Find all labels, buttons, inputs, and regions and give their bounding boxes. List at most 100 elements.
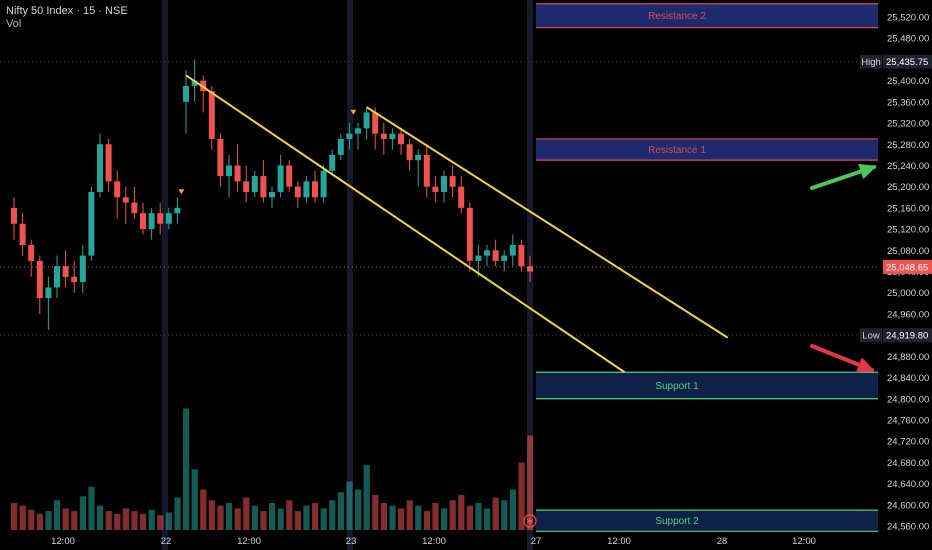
volume-bar — [243, 497, 250, 530]
volume-bar — [320, 508, 327, 530]
volume-bar — [97, 505, 104, 530]
candle-body — [329, 154, 336, 171]
volume-bar — [122, 508, 129, 530]
support-zone: Support 1 — [536, 371, 878, 400]
volume-bar — [415, 505, 422, 530]
candle-body — [260, 176, 267, 198]
candle-body — [475, 255, 482, 261]
candle-body — [105, 144, 112, 182]
volume-bar — [251, 505, 258, 530]
volume-bar — [191, 469, 198, 530]
volume-bar — [398, 508, 405, 530]
price-tag-low: Low 24,919.80 — [860, 328, 932, 343]
volume-bar — [337, 492, 344, 530]
candle-body — [337, 138, 344, 155]
candle-body — [157, 213, 164, 224]
last-price-tag: 25,048.65 — [883, 259, 932, 274]
bearish-arrow — [810, 344, 875, 373]
time-tick: 12:00 — [792, 536, 816, 547]
volume-bar — [131, 511, 138, 530]
volume-bar — [105, 511, 112, 530]
candle-body — [466, 207, 473, 261]
support-zone: Support 2 — [536, 509, 878, 532]
candle-body — [269, 191, 275, 198]
time-tick: 12:00 — [422, 536, 446, 547]
price-tick: 24,640.00 — [887, 479, 929, 490]
time-tick: 23 — [346, 536, 357, 547]
zone-box — [536, 372, 878, 399]
volume-bar — [458, 494, 465, 530]
candle-body — [79, 255, 86, 283]
channel-upper-line — [366, 106, 729, 339]
candle-body — [363, 112, 370, 129]
candle-body — [28, 244, 35, 261]
price-tick: 25,160.00 — [887, 203, 929, 214]
volume-bar — [54, 500, 61, 530]
candle-body — [54, 266, 60, 288]
volume-bar — [527, 435, 534, 530]
volume-bar — [277, 508, 284, 530]
candle-body — [226, 165, 232, 177]
candle-body — [148, 213, 155, 230]
volume-bar — [62, 508, 69, 530]
volume-bar — [475, 503, 482, 530]
candle-body — [484, 250, 490, 256]
price-tick: 24,960.00 — [887, 309, 929, 320]
candle-body — [372, 112, 379, 134]
volume-bar — [406, 500, 413, 530]
price-tick: 24,840.00 — [887, 373, 929, 384]
tag-value: 25,048.65 — [886, 262, 928, 273]
candle-body — [131, 202, 138, 214]
candle-body — [251, 176, 258, 192]
candle-body — [88, 191, 95, 256]
volume-bar — [269, 503, 276, 530]
candle-body — [398, 133, 404, 145]
event-marker — [350, 109, 357, 115]
price-tick: 25,520.00 — [887, 13, 929, 24]
volume-bar — [208, 500, 215, 530]
price-tick: 25,120.00 — [887, 225, 929, 236]
price-tick: 24,600.00 — [887, 500, 929, 511]
candle-body — [36, 260, 43, 299]
price-tick: 25,080.00 — [887, 246, 929, 257]
candle-body — [114, 181, 121, 198]
volume-bar — [441, 508, 448, 530]
candle-body — [140, 213, 146, 230]
candle-body — [406, 144, 413, 161]
volume-bar — [36, 513, 43, 530]
price-tag-high: High 25,435.75 — [860, 54, 932, 69]
candle-body — [191, 80, 198, 86]
volume-bar — [226, 503, 233, 530]
session-band — [162, 0, 168, 550]
tag-value-box — [883, 259, 932, 274]
volume-bar — [329, 500, 336, 530]
candle-body — [243, 181, 250, 192]
volume-bar — [79, 496, 86, 530]
volume-bar — [88, 486, 95, 530]
zone-box — [536, 510, 878, 532]
volume-bar — [174, 497, 181, 530]
candle-body — [45, 287, 52, 299]
price-tick: 25,480.00 — [887, 34, 929, 45]
candle-body — [449, 176, 456, 187]
tag-label-box — [860, 328, 882, 343]
time-tick: 12:00 — [237, 536, 261, 547]
volume-bar — [71, 511, 78, 530]
time-tick: 27 — [531, 536, 542, 547]
volume-bar — [217, 505, 224, 530]
candle-body — [294, 186, 301, 198]
price-tick: 24,560.00 — [887, 522, 929, 533]
candle-body — [527, 266, 533, 272]
price-tick: 25,320.00 — [887, 119, 929, 130]
zone-label: Resistance 1 — [648, 145, 706, 156]
tag-label-box — [860, 54, 882, 69]
price-tick: 25,000.00 — [887, 288, 929, 299]
price-tick: 25,400.00 — [887, 76, 929, 87]
candle-body — [183, 85, 189, 102]
volume-bar — [466, 505, 473, 530]
volume-bar — [432, 503, 439, 530]
price-tick: 24,880.00 — [887, 352, 929, 363]
candle-body — [518, 244, 525, 267]
event-marker — [178, 189, 185, 195]
